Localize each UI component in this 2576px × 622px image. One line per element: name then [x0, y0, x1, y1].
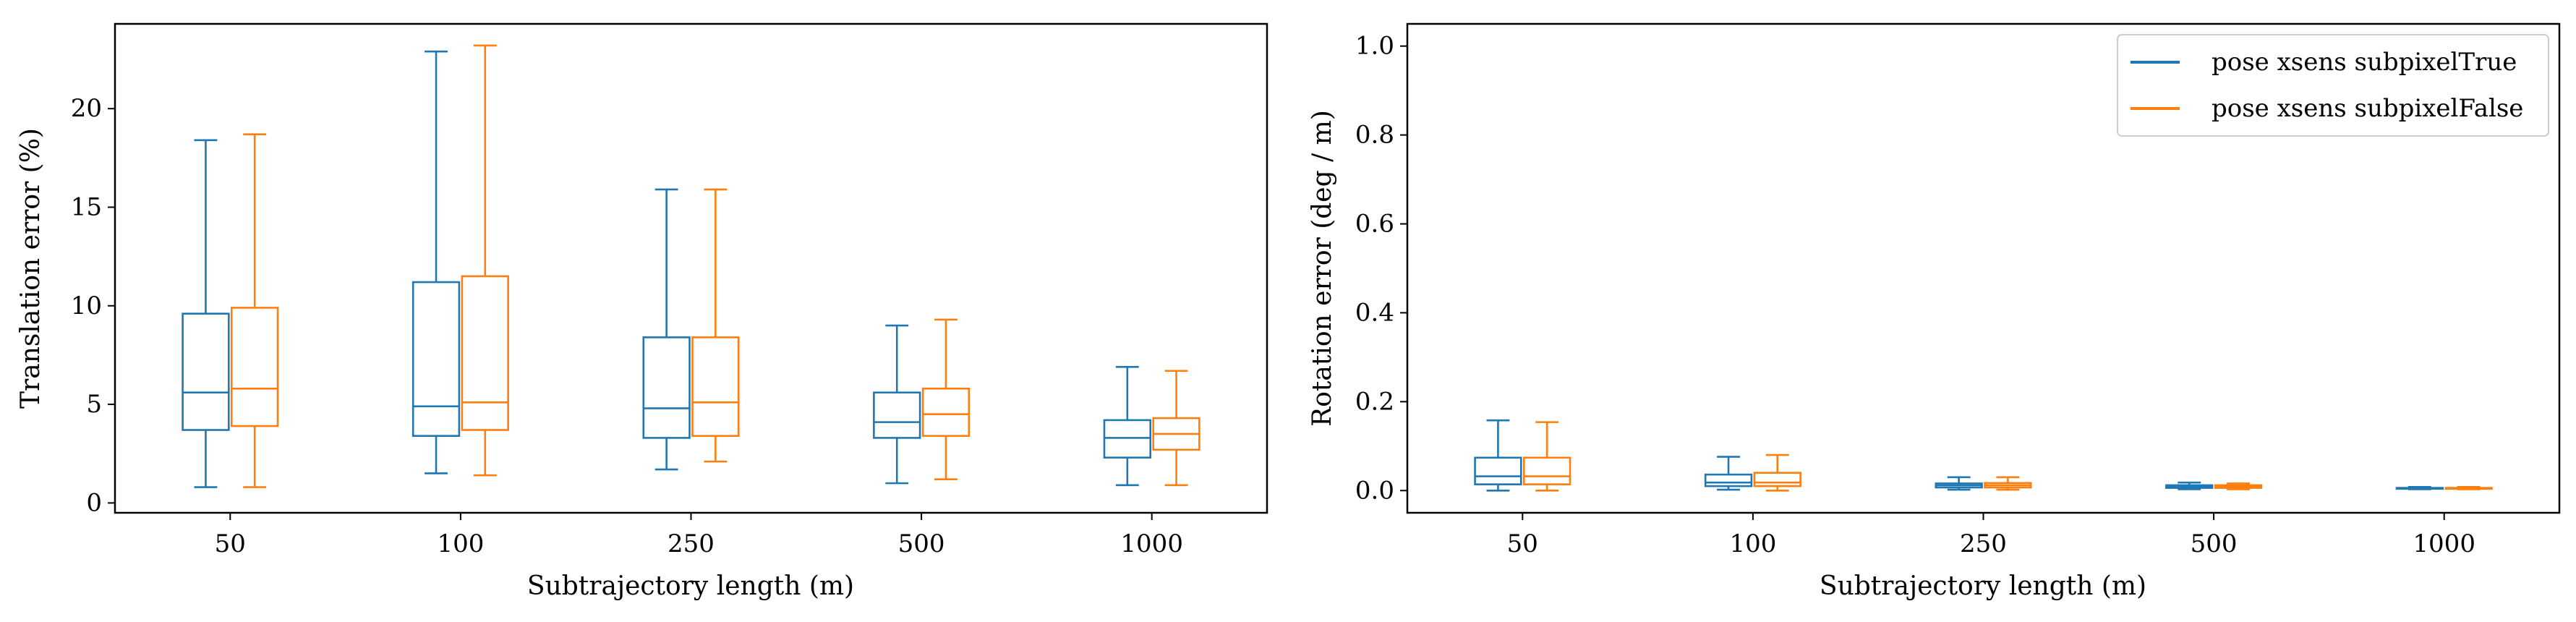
translation-box-subpixel-false	[691, 188, 740, 463]
iqr-box	[461, 275, 509, 431]
translation-y-axis-label: Translation error (%)	[16, 128, 46, 409]
rotation-y-axis-label: Rotation error (deg / m)	[1308, 110, 1337, 427]
rotation-error-chart: 0.0 0.2 0.4 0.6 0.8 1.0 50 100 250 500 1000 Subtra…	[1308, 22, 2561, 601]
rotation-box-subpixel-true	[2395, 486, 2444, 490]
rotation-y-tick-label: 1.0	[1355, 32, 1394, 61]
translation-box-subpixel-true	[1103, 365, 1151, 487]
rotation-x-tick-label: 100	[1729, 529, 1776, 558]
translation-y-tick-label: 15	[71, 193, 102, 222]
translation-x-tick-label: 1000	[1120, 529, 1183, 558]
rotation-y-tick-label: 0.2	[1355, 387, 1394, 416]
rotation-y-tick-label: 0.4	[1355, 298, 1394, 327]
translation-y-tick-label: 5	[86, 390, 102, 419]
iqr-box	[1103, 419, 1151, 459]
iqr-box	[411, 281, 461, 437]
translation-box-subpixel-false	[1152, 370, 1200, 487]
rotation-y-tick-label: 0.6	[1355, 210, 1394, 239]
rotation-plot-frame	[1406, 22, 2561, 514]
rotation-box-subpixel-false	[1523, 421, 1571, 492]
translation-box-subpixel-false	[230, 133, 279, 488]
translation-y-tick-label: 0	[86, 488, 102, 517]
iqr-box	[182, 312, 230, 431]
iqr-box	[1474, 456, 1522, 485]
translation-x-tick-label: 50	[215, 529, 246, 558]
legend-label-subpixel-true: pose xsens subpixelTrue	[2212, 48, 2517, 77]
translation-plot-frame	[114, 22, 1268, 514]
legend-frame	[2117, 34, 2549, 137]
rotation-x-tick-label: 50	[1507, 529, 1538, 558]
iqr-box	[1523, 456, 1571, 485]
rotation-box-subpixel-false	[2214, 482, 2263, 490]
legend-label-subpixel-false: pose xsens subpixelFalse	[2212, 94, 2523, 123]
translation-box-subpixel-true	[411, 50, 461, 474]
translation-x-tick-label: 250	[668, 529, 715, 558]
rotation-y-tick-label: 0.8	[1355, 121, 1394, 150]
translation-error-chart: 0 5 10 15 20 50 100 250 500 1000 Subtrajectory le…	[16, 22, 1268, 601]
rotation-chart-marks: 0.0 0.2 0.4 0.6 0.8 1.0 50 100 250 500 1000	[1355, 32, 2493, 558]
iqr-box	[642, 336, 691, 439]
iqr-box	[921, 387, 971, 437]
rotation-x-axis-label: Subtrajectory length (m)	[1820, 571, 2146, 601]
rotation-box-subpixel-true	[2165, 481, 2214, 490]
translation-box-subpixel-false	[921, 318, 971, 480]
translation-y-tick-label: 10	[71, 291, 102, 320]
iqr-box	[691, 336, 740, 437]
translation-y-tick-label: 20	[71, 94, 102, 123]
translation-x-axis-label: Subtrajectory length (m)	[527, 571, 854, 601]
translation-box-subpixel-true	[873, 324, 921, 485]
iqr-box	[1753, 472, 1801, 487]
translation-chart-marks: 0 5 10 15 20 50 100 250 500 1000	[71, 44, 1200, 558]
translation-box-subpixel-true	[182, 139, 230, 488]
translation-box-subpixel-true	[642, 188, 691, 471]
iqr-box	[1704, 473, 1753, 487]
rotation-x-tick-label: 1000	[2413, 529, 2475, 558]
translation-x-tick-label: 500	[898, 529, 945, 558]
rotation-box-subpixel-false	[2444, 486, 2493, 490]
rotation-box-subpixel-false	[1984, 476, 2032, 491]
legend: pose xsens subpixelTrue pose xsens subpi…	[2117, 34, 2549, 137]
rotation-x-tick-label: 250	[1960, 529, 2007, 558]
iqr-box	[230, 307, 279, 427]
rotation-x-tick-label: 500	[2191, 529, 2238, 558]
rotation-box-subpixel-false	[1753, 453, 1801, 492]
rotation-box-subpixel-true	[1704, 456, 1753, 491]
iqr-box	[873, 391, 921, 439]
rotation-box-subpixel-true	[1474, 419, 1522, 492]
rotation-y-tick-label: 0.0	[1355, 476, 1394, 505]
rotation-box-subpixel-true	[1935, 476, 1983, 491]
translation-box-subpixel-false	[461, 44, 509, 477]
translation-x-tick-label: 100	[437, 529, 484, 558]
